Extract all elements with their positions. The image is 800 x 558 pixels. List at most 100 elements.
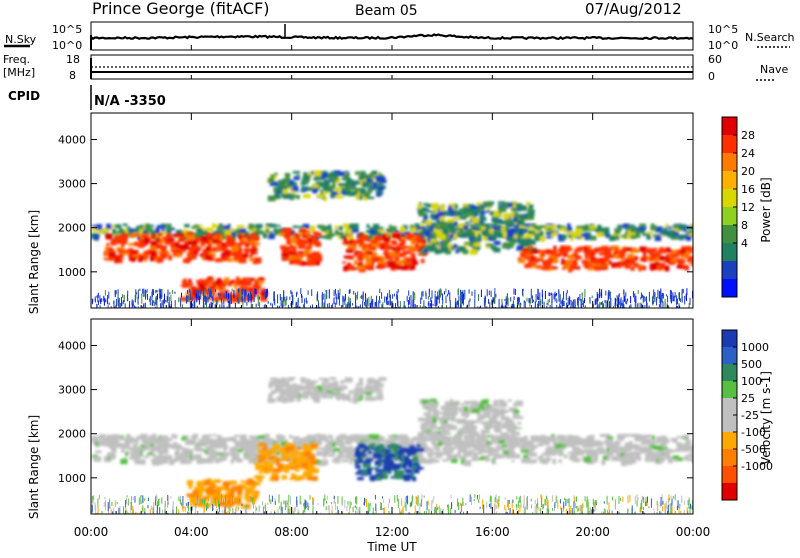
power-noise [97,295,98,303]
power-cell [377,258,381,261]
power-noise [296,302,297,307]
power-cell [574,251,577,256]
velocity-cell [232,486,238,489]
power-noise [221,302,222,311]
velocity-cell [247,480,255,485]
power-noise [567,290,568,294]
power-noise [167,296,168,303]
power-noise [277,294,278,303]
velocity-cell [370,385,373,391]
power-cell [532,266,536,268]
power-cell [122,234,128,239]
power-cell [438,230,442,235]
power-noise [336,297,337,304]
power-noise [676,295,677,305]
power-noise [165,300,166,302]
nsky-tick-top: 10^5 [52,23,82,36]
power-noise [246,302,247,306]
velocity-cell [293,450,298,454]
velocity-cell [316,434,321,437]
power-cell [625,247,632,251]
power-cell [583,265,589,267]
power-noise [411,295,412,301]
power-cell [128,243,134,246]
power-cell [686,236,691,241]
power-noise [469,301,470,307]
power-noise [523,289,524,292]
power-cell [659,256,664,261]
power-noise [549,293,550,296]
velocity-cell [459,456,467,459]
power-cell [539,259,543,262]
velocity-cell [574,436,579,439]
power-cell [210,288,215,293]
power-noise [338,290,339,299]
power-noise [386,297,387,301]
power-noise [633,291,634,297]
power-noise [175,292,176,294]
velocity-cell [273,379,281,384]
velocity-cell [95,442,98,446]
power-cell [274,173,278,175]
velocity-cell [134,450,140,456]
power-cell [351,256,354,259]
power-cell [552,266,555,270]
power-noise [551,293,552,296]
power-cell [464,242,468,244]
power-cell [115,224,121,228]
power-noise [381,292,382,299]
power-noise [339,296,340,306]
power-noise [641,304,642,310]
power-noise [388,301,389,305]
power-noise [554,294,555,300]
power-cell [471,241,476,244]
nave-tick-top: 60 [708,53,722,66]
velocity-cell [360,435,368,440]
power-cell [409,261,412,266]
power-noise [101,298,102,302]
power-noise [520,305,521,314]
velocity-cell [427,453,430,457]
power-cell [328,225,331,230]
velocity-cell [452,447,457,450]
power-noise [256,289,257,294]
power-cell [373,257,377,260]
power-cell [561,245,566,248]
power-noise [192,297,193,301]
power-cell [449,234,454,239]
power-cell [303,182,309,184]
power-cell [271,175,275,178]
velocity-cell [223,481,230,487]
velocity-cell [461,445,468,451]
power-noise [187,300,188,302]
velocity-cell [391,437,394,442]
power-cell [516,214,520,218]
velocity-cell [685,434,690,437]
power-cell [397,261,404,265]
velocity-cell [303,391,306,396]
power-cell [651,223,654,227]
power-cell [613,252,617,255]
power-colorbar-tick-label: 8 [741,219,748,232]
power-noise [223,300,224,304]
power-cell [379,230,386,232]
power-noise [585,305,586,312]
power-cell [268,178,275,183]
power-cell [280,245,286,249]
velocity-cell [464,460,471,466]
power-noise [469,289,470,293]
velocity-cell [330,438,334,443]
power-noise [206,303,207,308]
velocity-cell [496,450,500,454]
power-noise [181,293,182,298]
power-noise [211,291,212,299]
power-noise [596,298,597,304]
power-cell [150,246,156,250]
power-colorbar-tick-label: 20 [741,165,755,178]
power-cell [685,252,691,255]
power-noise [153,289,154,295]
power-colorbar-label: Power [dB] [759,177,773,242]
velocity-cell [316,451,323,456]
power-noise [675,292,676,298]
power-cell [533,226,541,230]
